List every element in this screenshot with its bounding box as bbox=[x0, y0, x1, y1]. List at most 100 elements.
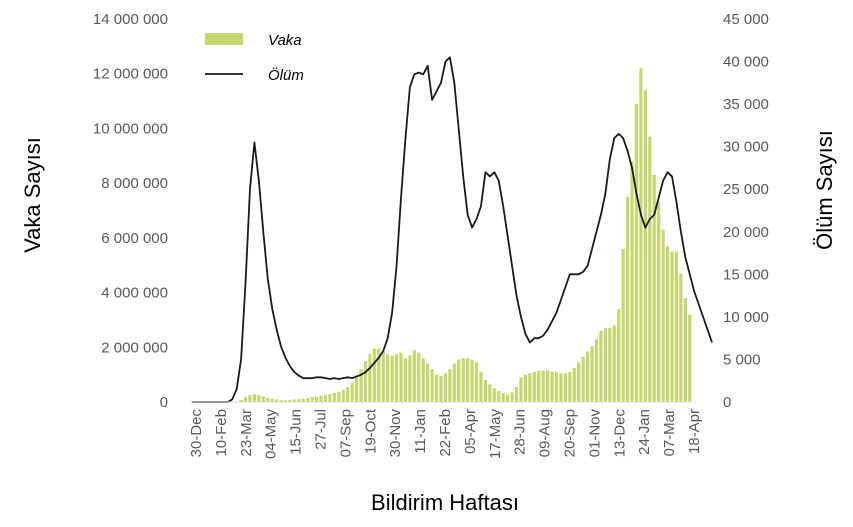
olum-line bbox=[192, 56, 713, 403]
x-tick-label: 07-Sep bbox=[337, 409, 354, 457]
vaka-bar bbox=[434, 374, 439, 402]
vaka-bar bbox=[448, 369, 452, 402]
x-tick-label: 05-Apr bbox=[462, 409, 479, 454]
y-tick-label: 6 000 000 bbox=[101, 230, 168, 247]
y2-tick-label: 40 000 bbox=[723, 54, 769, 71]
vaka-bar bbox=[612, 325, 616, 402]
vaka-bar bbox=[297, 399, 301, 402]
vaka-bar bbox=[386, 354, 390, 403]
vaka-bar bbox=[399, 352, 403, 402]
vaka-bar bbox=[466, 358, 470, 402]
vaka-bar bbox=[479, 371, 483, 402]
vaka-bar bbox=[568, 371, 572, 402]
vaka-bar bbox=[510, 392, 514, 402]
vaka-bar bbox=[243, 397, 248, 402]
vaka-bar bbox=[586, 351, 590, 402]
vaka-bar bbox=[261, 396, 265, 402]
vaka-bar bbox=[519, 377, 523, 402]
vaka-bar bbox=[648, 136, 652, 402]
vaka-bar bbox=[452, 363, 456, 402]
vaka-bar bbox=[350, 382, 354, 402]
vaka-bar bbox=[501, 392, 505, 402]
x-tick-label: 10-Feb bbox=[213, 409, 230, 457]
x-tick-label: 07-Mar bbox=[661, 409, 678, 457]
vaka-bar bbox=[377, 348, 381, 402]
x-tick-label: 28-Jun bbox=[512, 409, 529, 455]
vaka-bar bbox=[639, 68, 643, 403]
x-tick-label: 17-May bbox=[487, 409, 504, 460]
vaka-bar bbox=[417, 352, 421, 402]
x-tick-label: 20-Sep bbox=[562, 409, 579, 457]
vaka-bar bbox=[617, 308, 621, 402]
x-tick-label: 30-Nov bbox=[387, 409, 404, 458]
vaka-bar bbox=[248, 395, 252, 402]
vaka-bar bbox=[461, 358, 465, 402]
y2-tick-label: 20 000 bbox=[723, 224, 769, 241]
vaka-bar bbox=[394, 354, 399, 403]
vaka-bar bbox=[354, 377, 359, 402]
vaka-bar bbox=[390, 355, 394, 402]
left-axis-tick-labels: 14 000 000 12 000 000 10 000 000 8 000 000 6… bbox=[93, 11, 168, 411]
vaka-bar bbox=[683, 298, 687, 402]
vaka-bar bbox=[381, 351, 385, 402]
vaka-bar bbox=[652, 174, 656, 402]
vaka-bar bbox=[474, 362, 479, 402]
y2-tick-label: 25 000 bbox=[723, 181, 769, 198]
vaka-bar bbox=[581, 356, 585, 402]
vaka-bar bbox=[412, 350, 416, 402]
vaka-bar bbox=[559, 373, 563, 402]
olum-line-layer bbox=[192, 56, 713, 403]
y2-tick-label: 35 000 bbox=[723, 96, 769, 113]
vaka-bar bbox=[643, 90, 647, 402]
vaka-bar bbox=[337, 391, 341, 402]
vaka-bar bbox=[270, 398, 274, 402]
legend-bar-swatch bbox=[205, 33, 243, 45]
vaka-bar bbox=[634, 103, 639, 402]
x-tick-label: 11-Jan bbox=[412, 409, 429, 454]
x-tick-label: 01-Nov bbox=[586, 409, 603, 458]
vaka-bar bbox=[497, 391, 501, 402]
vaka-bar bbox=[528, 373, 532, 402]
vaka-bar bbox=[514, 386, 519, 402]
vaka-bar bbox=[492, 388, 496, 402]
vaka-bar bbox=[252, 394, 257, 402]
y2-tick-label: 0 bbox=[723, 394, 731, 411]
vaka-bar bbox=[594, 339, 599, 402]
vaka-bar bbox=[550, 371, 554, 402]
vaka-bar bbox=[239, 399, 243, 402]
vaka-bar bbox=[674, 251, 679, 402]
vaka-bar bbox=[341, 389, 345, 402]
vaka-bar bbox=[563, 373, 567, 402]
vaka-bar bbox=[661, 229, 665, 402]
vaka-bar bbox=[590, 345, 594, 402]
legend-line-label: Ölüm bbox=[268, 66, 304, 84]
vaka-bar bbox=[599, 330, 603, 402]
vaka-bar bbox=[266, 397, 270, 402]
vaka-bar bbox=[546, 370, 550, 402]
vaka-bar bbox=[679, 273, 683, 402]
x-tick-label: 23-Mar bbox=[238, 409, 255, 457]
vaka-bar bbox=[372, 348, 376, 402]
vaka-bar bbox=[332, 392, 336, 402]
vaka-bar bbox=[577, 362, 581, 402]
vaka-bar bbox=[426, 363, 430, 402]
y2-tick-label: 5 000 bbox=[723, 351, 761, 368]
vaka-bar bbox=[625, 196, 630, 402]
y-tick-label: 10 000 000 bbox=[93, 120, 168, 137]
vaka-bar bbox=[430, 369, 434, 402]
vaka-bar bbox=[315, 396, 319, 402]
vaka-bar bbox=[323, 394, 328, 402]
x-axis-title: Bildirim Haftası bbox=[371, 490, 519, 515]
vaka-bar bbox=[470, 359, 474, 402]
vaka-bar bbox=[279, 400, 283, 402]
vaka-bar bbox=[346, 386, 350, 402]
x-tick-label: 19-Oct bbox=[362, 408, 379, 454]
x-tick-label: 18-Apr bbox=[686, 409, 703, 454]
vaka-bar bbox=[288, 399, 292, 402]
vaka-bar bbox=[368, 354, 372, 403]
vaka-bar bbox=[319, 395, 323, 402]
vaka-bar bbox=[328, 394, 332, 402]
vaka-bar bbox=[657, 202, 661, 402]
y-tick-label: 0 bbox=[160, 394, 168, 411]
